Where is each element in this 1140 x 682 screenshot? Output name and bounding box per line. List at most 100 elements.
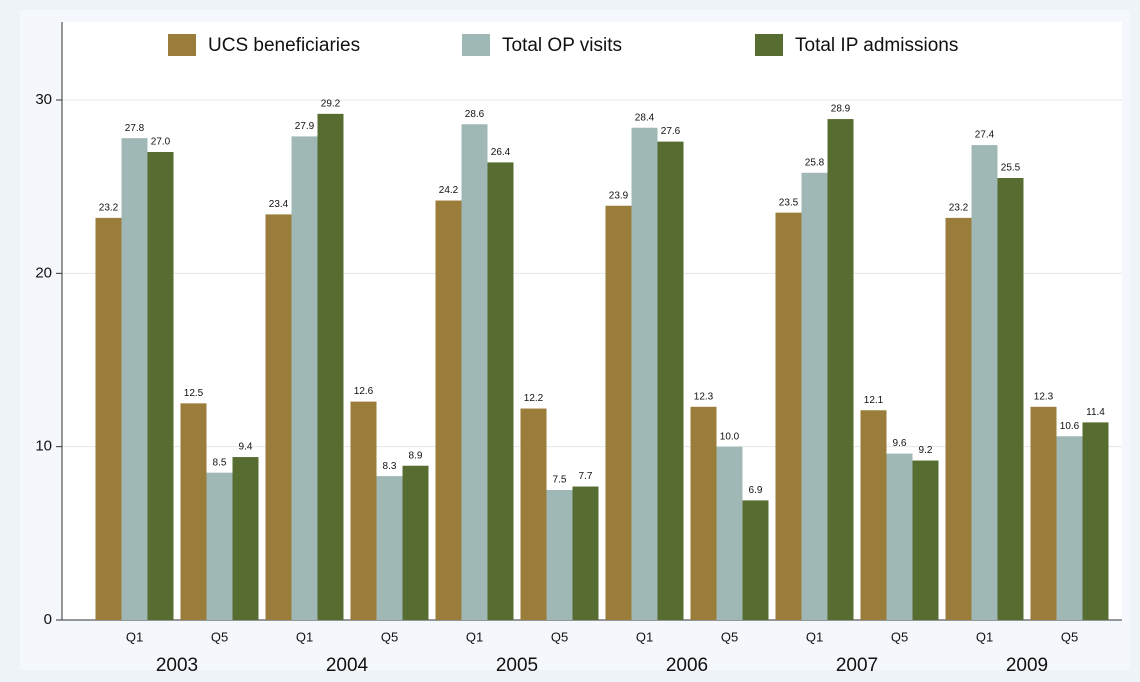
group-label: 2007 <box>836 655 878 676</box>
value-label: 9.4 <box>239 442 253 453</box>
x-tick-label: Q5 <box>551 629 568 644</box>
bar <box>180 403 207 620</box>
value-label: 6.9 <box>749 485 763 496</box>
bar <box>402 465 429 620</box>
bar <box>232 457 259 620</box>
value-label: 28.6 <box>465 109 485 120</box>
value-label: 10.6 <box>1060 421 1080 432</box>
bar <box>435 200 462 621</box>
bar <box>487 162 514 620</box>
legend-label: Total IP admissions <box>795 35 958 56</box>
bar <box>121 138 148 620</box>
value-label: 25.8 <box>805 157 825 168</box>
bar <box>997 178 1024 620</box>
value-label: 23.2 <box>99 203 119 214</box>
x-tick-label: Q1 <box>806 629 823 644</box>
x-tick-label: Q1 <box>976 629 993 644</box>
bar <box>1030 406 1057 620</box>
bar <box>827 119 854 621</box>
bar <box>886 453 913 620</box>
bar <box>546 490 573 620</box>
bar <box>657 141 684 620</box>
legend-label: Total OP visits <box>502 35 622 56</box>
bar <box>95 217 122 620</box>
bar <box>291 136 318 620</box>
bar <box>971 145 998 621</box>
value-label: 12.1 <box>864 395 884 406</box>
value-label: 25.5 <box>1001 163 1021 174</box>
group-label: 2009 <box>1006 655 1048 676</box>
value-label: 23.2 <box>949 203 969 214</box>
bar <box>317 113 344 620</box>
bar <box>860 410 887 620</box>
value-label: 23.9 <box>609 190 629 201</box>
value-label: 9.2 <box>919 445 933 456</box>
value-label: 24.2 <box>439 185 459 196</box>
x-tick-label: Q1 <box>126 629 143 644</box>
value-label: 8.9 <box>409 450 423 461</box>
bar <box>350 401 377 620</box>
y-tick-label: 20 <box>35 264 52 281</box>
value-label: 7.7 <box>579 471 593 482</box>
value-label: 8.5 <box>213 457 227 468</box>
bar <box>631 127 658 620</box>
value-label: 27.9 <box>295 121 315 132</box>
value-label: 27.8 <box>125 123 145 134</box>
x-tick-label: Q5 <box>381 629 398 644</box>
value-label: 12.3 <box>694 391 714 402</box>
bar <box>605 205 632 620</box>
group-label: 2006 <box>666 655 708 676</box>
group-label: 2005 <box>496 655 538 676</box>
value-label: 10.0 <box>720 431 740 442</box>
bar <box>775 212 802 620</box>
value-label: 12.6 <box>354 386 374 397</box>
bar <box>912 460 939 620</box>
value-label: 29.2 <box>321 99 341 110</box>
x-tick-label: Q5 <box>891 629 908 644</box>
legend-swatch <box>755 34 783 56</box>
value-label: 12.2 <box>524 393 544 404</box>
bar <box>376 476 403 620</box>
value-label: 8.3 <box>383 461 397 472</box>
value-label: 27.6 <box>661 126 681 137</box>
bar <box>1082 422 1109 620</box>
bar <box>742 500 769 620</box>
y-tick-label: 30 <box>35 91 52 108</box>
x-tick-label: Q1 <box>636 629 653 644</box>
x-tick-label: Q5 <box>211 629 228 644</box>
y-tick-label: 10 <box>35 438 52 455</box>
value-label: 27.4 <box>975 130 995 141</box>
x-tick-label: Q5 <box>721 629 738 644</box>
legend-label: UCS beneficiaries <box>208 35 360 56</box>
value-label: 12.3 <box>1034 391 1054 402</box>
x-tick-label: Q5 <box>1061 629 1078 644</box>
value-label: 7.5 <box>553 475 567 486</box>
bar <box>461 124 488 621</box>
value-label: 28.4 <box>635 112 655 123</box>
value-label: 26.4 <box>491 147 511 158</box>
value-label: 23.4 <box>269 199 289 210</box>
value-label: 23.5 <box>779 197 799 208</box>
x-tick-label: Q1 <box>466 629 483 644</box>
legend-swatch <box>168 34 196 56</box>
bar <box>801 172 828 621</box>
group-label: 2004 <box>326 655 369 676</box>
bar <box>265 214 292 620</box>
bar <box>520 408 547 620</box>
bar <box>945 217 972 620</box>
x-tick-label: Q1 <box>296 629 313 644</box>
value-label: 11.4 <box>1086 407 1105 418</box>
value-label: 28.9 <box>831 104 851 115</box>
bar <box>572 486 599 620</box>
bar <box>690 406 717 620</box>
legend-swatch <box>462 34 490 56</box>
value-label: 9.6 <box>893 438 907 449</box>
bar <box>1056 436 1083 620</box>
bar <box>206 472 233 620</box>
group-label: 2003 <box>156 655 198 676</box>
bar <box>716 446 743 620</box>
value-label: 12.5 <box>184 388 204 399</box>
y-tick-label: 0 <box>44 611 52 628</box>
value-label: 27.0 <box>151 137 171 148</box>
